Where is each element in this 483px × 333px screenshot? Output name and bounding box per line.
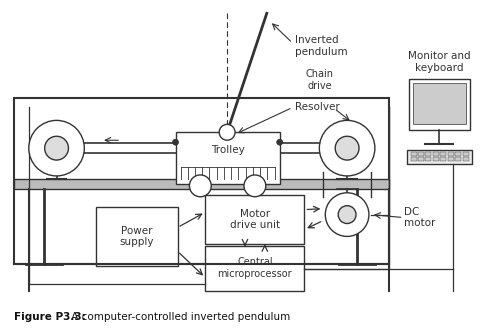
Circle shape bbox=[44, 136, 69, 160]
Circle shape bbox=[29, 121, 85, 176]
Circle shape bbox=[319, 121, 375, 176]
Bar bbox=[433, 157, 439, 161]
Bar bbox=[407, 150, 472, 164]
Bar bbox=[463, 152, 469, 156]
Text: Figure P3.3:: Figure P3.3: bbox=[14, 312, 85, 322]
Bar bbox=[448, 152, 454, 156]
Bar bbox=[14, 179, 389, 189]
Bar bbox=[448, 157, 454, 161]
Circle shape bbox=[189, 175, 211, 197]
Text: Monitor and
keyboard: Monitor and keyboard bbox=[408, 51, 470, 73]
Bar bbox=[205, 195, 304, 244]
Bar bbox=[433, 152, 439, 156]
Bar bbox=[418, 152, 424, 156]
Bar bbox=[418, 157, 424, 161]
Bar bbox=[455, 157, 461, 161]
Circle shape bbox=[244, 175, 266, 197]
Circle shape bbox=[325, 193, 369, 236]
Bar bbox=[175, 132, 280, 184]
Bar bbox=[412, 83, 466, 124]
Bar bbox=[426, 152, 431, 156]
Bar bbox=[440, 152, 446, 156]
Bar bbox=[440, 157, 446, 161]
Circle shape bbox=[219, 124, 235, 140]
Text: Trolley: Trolley bbox=[211, 145, 244, 155]
Bar bbox=[96, 207, 178, 266]
Text: DC
motor: DC motor bbox=[404, 207, 435, 228]
Bar bbox=[411, 152, 416, 156]
Circle shape bbox=[338, 206, 356, 223]
Bar bbox=[463, 157, 469, 161]
Bar bbox=[14, 98, 389, 264]
Bar bbox=[409, 79, 470, 130]
Circle shape bbox=[172, 139, 179, 145]
Text: Resolver: Resolver bbox=[295, 103, 339, 113]
Circle shape bbox=[277, 139, 283, 145]
Circle shape bbox=[335, 136, 359, 160]
Text: Central
microprocessor: Central microprocessor bbox=[217, 257, 292, 279]
Bar bbox=[205, 246, 304, 291]
Bar bbox=[455, 152, 461, 156]
Text: Inverted
pendulum: Inverted pendulum bbox=[295, 35, 347, 57]
Text: Motor
drive unit: Motor drive unit bbox=[230, 209, 280, 230]
Text: Chain
drive: Chain drive bbox=[305, 69, 333, 91]
Text: Power
supply: Power supply bbox=[120, 226, 154, 247]
Text: A computer-controlled inverted pendulum: A computer-controlled inverted pendulum bbox=[69, 312, 291, 322]
Bar bbox=[411, 157, 416, 161]
Bar bbox=[426, 157, 431, 161]
